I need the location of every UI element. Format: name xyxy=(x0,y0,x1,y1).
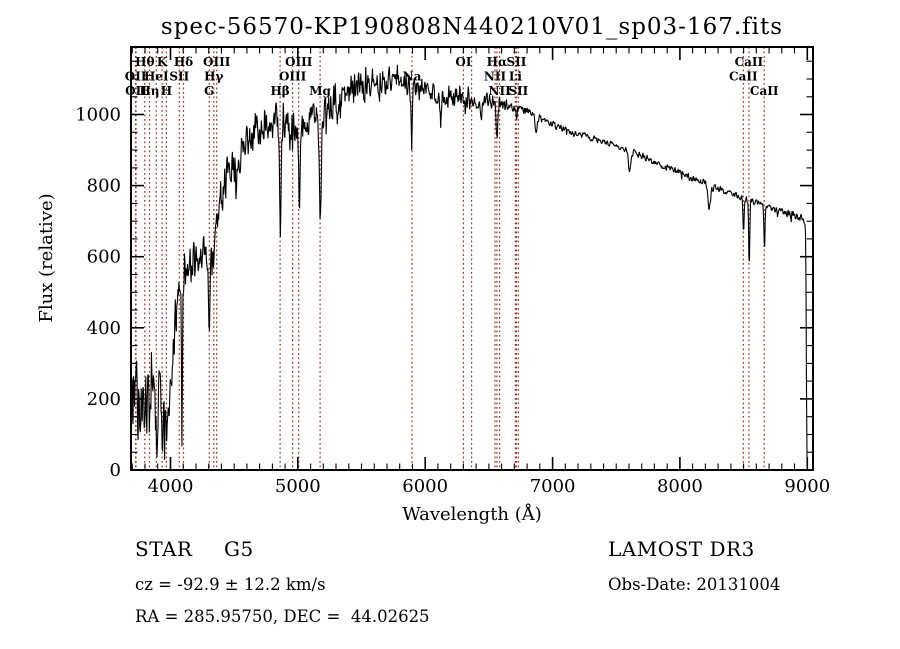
line-marker-label: Li xyxy=(509,70,522,84)
line-marker-label: Na xyxy=(403,70,422,84)
line-marker-label: Hγ xyxy=(204,70,223,84)
axis-frame xyxy=(130,46,814,471)
y-tick-label: 800 xyxy=(87,176,121,197)
line-marker-label: Hδ xyxy=(174,55,193,69)
line-marker-label: SII xyxy=(506,55,526,69)
line-marker-label: NII xyxy=(488,84,511,98)
line-marker-label: OIII xyxy=(279,70,307,84)
x-tick-label: 6000 xyxy=(402,476,448,497)
line-marker-label: Hβ xyxy=(270,84,289,98)
x-tick-label: 4000 xyxy=(148,476,194,497)
x-axis-label: Wavelength (Å) xyxy=(402,503,542,525)
line-marker-label: SII xyxy=(169,70,189,84)
line-marker-label: SII xyxy=(508,84,528,98)
line-marker-label: Hθ xyxy=(135,55,154,69)
ra-dec-text: RA = 285.95750, DEC = 44.02625 xyxy=(135,607,430,626)
chart-title: spec-56570-KP190808N440210V01_sp03-167.f… xyxy=(161,14,783,40)
spectrum-path xyxy=(130,64,808,460)
x-tick-label: 9000 xyxy=(784,476,830,497)
subclass-text: G5 xyxy=(224,537,254,561)
line-marker-label: OI xyxy=(455,55,471,69)
classification-text: STAR xyxy=(135,537,193,561)
y-tick-label: 1000 xyxy=(75,105,121,126)
y-tick-label: 400 xyxy=(87,318,121,339)
line-marker-label: NII xyxy=(484,70,507,84)
line-marker-label: G xyxy=(204,84,214,98)
y-tick-label: 200 xyxy=(87,389,121,410)
y-tick-label: 0 xyxy=(110,460,121,481)
line-marker-label: Hη xyxy=(139,84,159,98)
line-marker-label: OIII xyxy=(285,55,313,69)
line-marker-label: H xyxy=(161,84,172,98)
plot-area: OIIOIIHθHηHeIKHSIIHδGHγOIIIHβOIIIOIIIMgN… xyxy=(75,46,830,497)
line-marker-label: Mg xyxy=(309,84,331,98)
line-marker-label: Hα xyxy=(487,55,508,69)
line-marker-label: HeI xyxy=(144,70,169,84)
y-axis-label: Flux (relative) xyxy=(36,193,57,322)
line-marker-label: OIII xyxy=(203,55,231,69)
x-tick-label: 7000 xyxy=(530,476,576,497)
line-marker-label: K xyxy=(157,55,168,69)
survey-text: LAMOST DR3 xyxy=(608,537,755,561)
x-tick-label: 5000 xyxy=(275,476,321,497)
y-tick-label: 600 xyxy=(87,247,121,268)
line-marker-label: CaII xyxy=(735,55,764,69)
obs-date-text: Obs-Date: 20131004 xyxy=(608,575,780,594)
x-tick-label: 8000 xyxy=(657,476,703,497)
cz-text: cz = -92.9 ± 12.2 km/s xyxy=(135,575,326,594)
line-marker-label: CaII xyxy=(729,70,758,84)
line-marker-label: CaII xyxy=(750,84,779,98)
